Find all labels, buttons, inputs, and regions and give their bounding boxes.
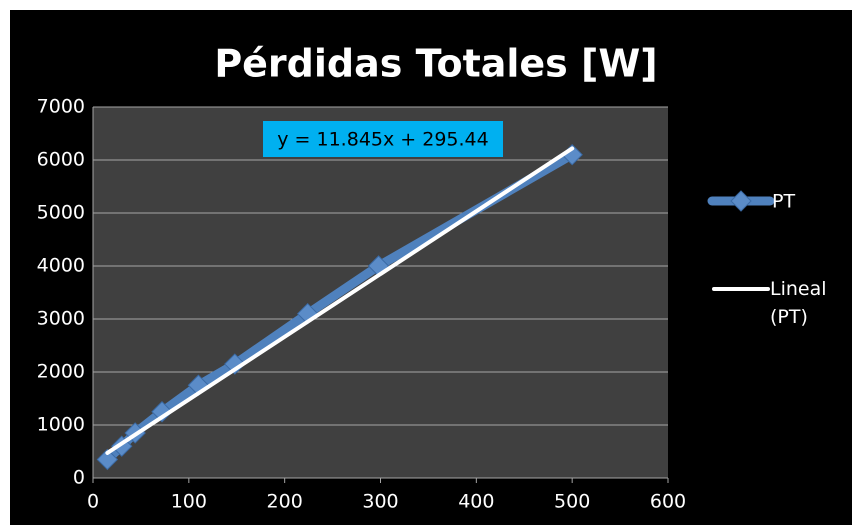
x-tick-label: 0 — [87, 491, 99, 513]
legend-marker — [730, 190, 752, 212]
x-tick-label: 500 — [554, 491, 590, 513]
chart-title: Pérdidas Totales [W] — [214, 42, 657, 86]
y-tick-label: 0 — [73, 467, 85, 489]
x-tick-label: 100 — [171, 491, 207, 513]
legend-label-box: Lineal (PT) — [770, 278, 827, 328]
annotation-box — [263, 121, 503, 157]
legend-label: PT — [772, 191, 795, 213]
y-tick-label: 3000 — [37, 308, 85, 330]
x-tick-label: 400 — [458, 491, 494, 513]
y-tick-label: 7000 — [37, 96, 85, 118]
y-tick-label: 2000 — [37, 361, 85, 383]
marker — [224, 353, 246, 375]
y-tick-label: 4000 — [37, 255, 85, 277]
x-tick-label: 600 — [650, 491, 686, 513]
y-tick-label: 1000 — [37, 414, 85, 436]
x-tick-label: 300 — [362, 491, 398, 513]
marker — [96, 448, 119, 471]
marker — [151, 401, 173, 423]
annotation: y = 11.845x + 295.44 — [277, 129, 488, 151]
trendline — [105, 146, 575, 455]
plot-area — [93, 107, 668, 478]
legend-label: Lineal (PT) — [770, 278, 827, 328]
y-tick-label: 6000 — [37, 149, 85, 171]
y-tick-label: 5000 — [37, 202, 85, 224]
x-tick-label: 200 — [267, 491, 303, 513]
